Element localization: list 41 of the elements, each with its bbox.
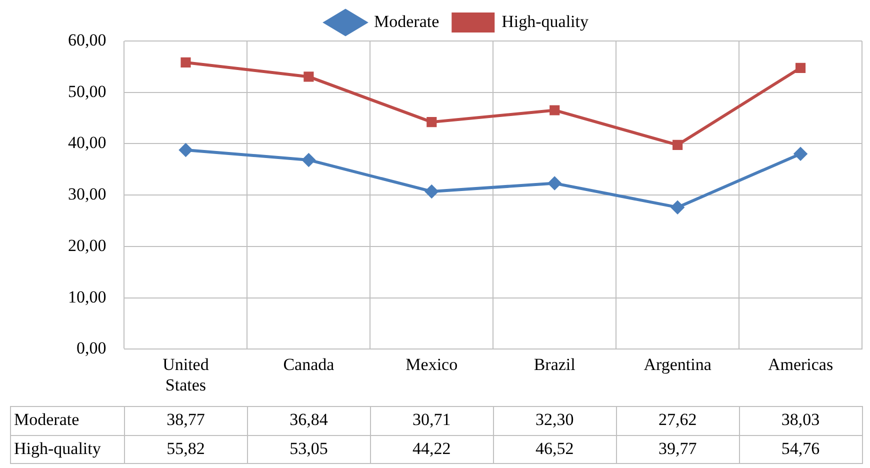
y-tick-label: 60,00 bbox=[68, 30, 106, 50]
y-tick-label: 20,00 bbox=[68, 236, 106, 255]
point bbox=[795, 62, 806, 73]
point bbox=[672, 140, 683, 150]
y-tick-label: 30,00 bbox=[68, 184, 106, 204]
x-tick-label: Mexico bbox=[406, 354, 458, 374]
point bbox=[180, 57, 191, 68]
y-tick-label: 10,00 bbox=[68, 287, 106, 306]
x-tick-label: Americas bbox=[768, 354, 834, 374]
text: Moderate bbox=[14, 410, 80, 429]
point bbox=[304, 72, 314, 82]
data-label: 39,77 bbox=[658, 438, 698, 458]
point bbox=[550, 105, 560, 116]
point bbox=[425, 184, 438, 198]
y-tick-label: 40,00 bbox=[68, 133, 106, 152]
x-tick-label: United States bbox=[162, 354, 210, 394]
data-label: 36,84 bbox=[290, 410, 328, 429]
legend-label: Moderate bbox=[374, 12, 440, 31]
data-label: 30,71 bbox=[412, 410, 451, 429]
data-label: 38,03 bbox=[781, 410, 820, 429]
x-tick-label: Argentina bbox=[644, 354, 712, 374]
data-label: 53,05 bbox=[290, 438, 328, 458]
point bbox=[426, 117, 437, 128]
point bbox=[671, 200, 684, 214]
data-label: 46,52 bbox=[535, 438, 574, 458]
data-label: 32,30 bbox=[535, 410, 574, 429]
y-tick-label: 0,00 bbox=[76, 338, 106, 358]
legend-label: High-quality bbox=[502, 12, 590, 31]
point bbox=[302, 153, 316, 166]
text: High-quality bbox=[14, 438, 101, 458]
point bbox=[794, 147, 808, 160]
data-label: 38,77 bbox=[166, 410, 206, 429]
data-label: 54,76 bbox=[781, 438, 820, 458]
y-tick-label: 50,00 bbox=[68, 82, 106, 101]
point bbox=[548, 176, 562, 190]
data-label: 55,82 bbox=[166, 438, 205, 458]
data-label: 44,22 bbox=[412, 438, 451, 458]
x-tick-label: Brazil bbox=[534, 354, 576, 374]
x-tick-label: Canada bbox=[283, 354, 335, 374]
point bbox=[179, 144, 192, 157]
data-label: 27,62 bbox=[658, 410, 697, 429]
